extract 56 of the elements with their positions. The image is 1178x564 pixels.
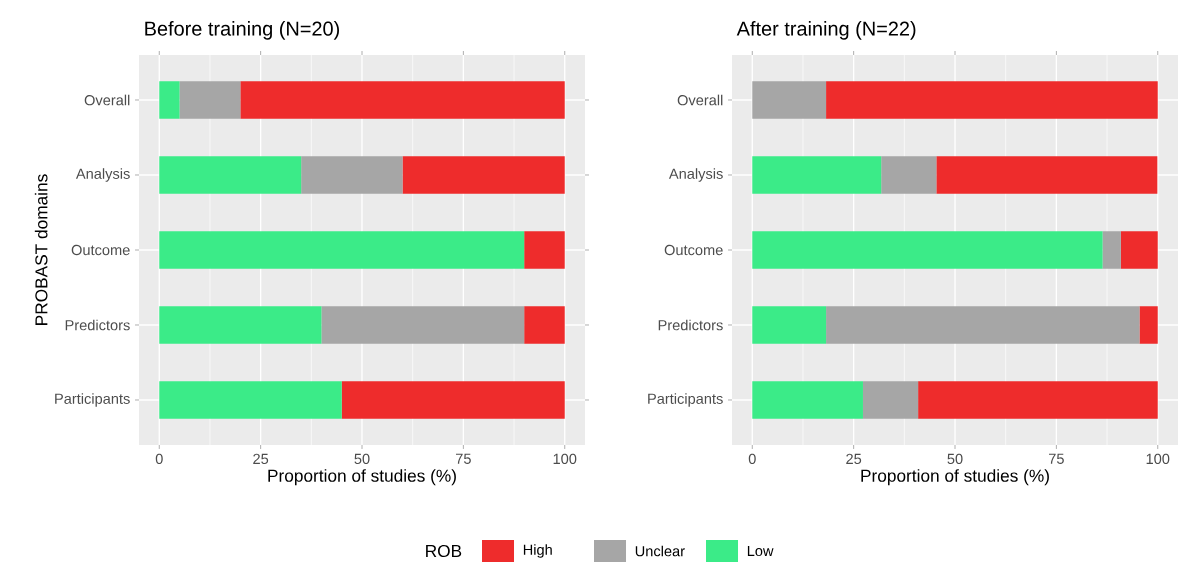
chart-title: After training (N=22) [736,21,916,40]
y-tick-label: Predictors [658,319,723,331]
y-tick-label: Participants [55,393,130,407]
bar [918,381,1158,419]
bar [159,156,302,194]
bar [752,156,882,194]
bar [524,306,565,344]
bar [936,156,1158,194]
y-tick-label: Outcome [664,244,723,256]
x-axis-title: Proportion of studies (%) [268,469,456,486]
x-tick-label: 25 [846,453,862,465]
chart-title: Before training (N=20) [145,21,339,40]
bar [240,81,565,119]
bar [1139,306,1158,344]
legend-label: Unclear [635,545,685,557]
bar [1120,231,1158,269]
bar [402,156,565,194]
bar [881,156,937,194]
bar [301,156,403,194]
bar [752,81,827,119]
bar [1102,231,1121,269]
x-tick-label: 100 [1146,453,1170,465]
y-tick-label: Predictors [65,319,130,331]
bar [752,381,863,419]
y-tick-label: Analysis [668,168,723,182]
y-tick-label: Participants [648,393,723,407]
x-tick-label: 75 [455,453,471,464]
bar [159,381,342,419]
bar [341,381,565,419]
x-tick-label: 0 [748,453,756,465]
legend-label: High [523,544,552,558]
bar [159,231,525,269]
bar [159,306,322,344]
bar [524,231,565,269]
x-tick-label: 50 [354,453,370,465]
x-tick-label: 100 [553,453,577,465]
bar [752,231,1103,269]
y-tick-label: Overall [677,94,723,106]
y-axis-title: PROBAST domains [34,174,48,325]
x-tick-label: 0 [155,453,163,465]
bar [159,81,180,119]
y-tick-label: Outcome [71,244,130,256]
x-tick-label: 25 [253,453,269,465]
bar [321,306,525,344]
y-tick-label: Overall [84,94,130,106]
y-tick-label: Analysis [75,168,130,182]
x-tick-label: 75 [1049,453,1064,464]
bar [179,81,241,119]
bar [826,306,1140,344]
bar [862,381,919,419]
bar [826,81,1158,119]
x-tick-label: 50 [947,453,963,465]
legend-title: ROB [426,544,462,558]
bar [752,306,827,344]
legend-label: Low [747,545,774,557]
x-axis-title: Proportion of studies (%) [861,469,1049,486]
